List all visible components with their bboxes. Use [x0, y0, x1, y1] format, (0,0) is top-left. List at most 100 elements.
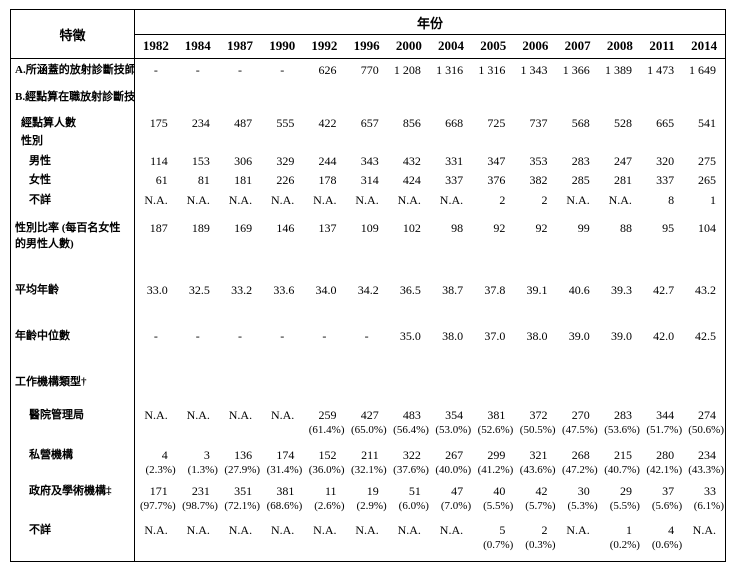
data-cell: 39.1	[514, 252, 556, 298]
data-cell	[557, 344, 599, 390]
cell-value: 231	[191, 483, 210, 498]
row-label-cell: 經點算人數	[10, 105, 135, 132]
data-cell: N.A.	[303, 188, 345, 208]
cell-value: 382	[529, 173, 548, 188]
cell-value: 329	[276, 154, 295, 169]
cell-percentage	[177, 423, 219, 438]
data-cell: 38.0	[514, 298, 556, 344]
cell-value: 737	[529, 116, 548, 131]
table-row-private-institutions: 私營機構 4 (2.3%) 3 (1.3%) 136 (27.9%) 174 (31.4%) 15…	[10, 437, 726, 478]
cell-value: 267	[445, 447, 464, 462]
data-cell: N.A.	[135, 391, 177, 438]
cell-percentage: (0.2%)	[609, 538, 640, 551]
cell-value: 169	[234, 221, 253, 236]
cell-value: 274	[698, 407, 716, 422]
cell-percentage: (5.3%)	[567, 499, 598, 512]
cell-percentage: (65.0%)	[350, 423, 387, 436]
cell-value: 281	[613, 173, 632, 188]
data-cell: 146	[261, 208, 303, 252]
data-cell: 51 (6.0%)	[388, 478, 430, 514]
data-cell: -	[135, 59, 177, 79]
data-cell: 88	[599, 208, 641, 252]
header-row-years: 1982 1984 1987 1990 1992 1996 2000 2004 2005 2006…	[11, 34, 726, 59]
table-row-sex-unknown: 不詳 N.A. N.A. N.A. N.A. N.A. N.A. N.A. N.A. 2 2 N.A.…	[10, 188, 726, 209]
data-cell: 281	[599, 169, 641, 188]
data-cell: 725	[472, 105, 514, 131]
data-cell: 47 (7.0%)	[430, 478, 472, 514]
table-row-institution-type-section: 工作機構類型†	[10, 344, 726, 391]
cell-value: -	[238, 329, 242, 344]
data-cell: 42.0	[641, 298, 683, 344]
cell-percentage: (47.2%)	[561, 463, 598, 476]
cell-value: 2	[499, 193, 506, 208]
row-label: B.經點算在職放射診斷技師	[15, 91, 135, 104]
cell-value: 171	[149, 483, 168, 498]
cell-value: 3	[203, 447, 210, 462]
data-cell: 280 (42.1%)	[641, 438, 683, 478]
data-cell: 322 (37.6%)	[388, 438, 430, 478]
year-header: 2007	[556, 34, 599, 59]
cell-value: 98	[451, 221, 464, 236]
cell-value: N.A.	[144, 407, 168, 422]
data-cell: -	[346, 298, 388, 344]
data-cell: 4 (2.3%)	[135, 438, 177, 478]
cell-value: 109	[360, 221, 379, 236]
row-label-cell: 性別比率 (每百名女性 的男性人數)	[10, 208, 135, 253]
data-cell: 33.0	[135, 252, 177, 298]
cell-value: N.A.	[270, 193, 295, 208]
data-cell	[472, 131, 514, 149]
cell-percentage	[219, 538, 261, 553]
cell-value: 19	[366, 483, 379, 498]
cell-value: 2	[541, 193, 548, 208]
data-cell: 1 (0.2%)	[599, 514, 641, 562]
data-cell: 3 (1.3%)	[177, 438, 219, 478]
cell-percentage: (36.0%)	[308, 463, 345, 476]
data-cell	[219, 131, 261, 149]
cell-value: 372	[529, 407, 548, 422]
cell-value: N.A.	[566, 193, 590, 208]
cell-value: N.A.	[439, 522, 464, 537]
cell-percentage	[388, 538, 430, 553]
data-cell: 37.8	[472, 252, 514, 298]
row-label-line2: 的男性人數)	[15, 238, 74, 251]
data-cell: 61	[135, 169, 177, 188]
cell-value: 555	[276, 116, 295, 131]
cell-value: 422	[318, 116, 337, 131]
data-cell: 152 (36.0%)	[303, 438, 345, 478]
cell-value: 38.0	[526, 329, 548, 344]
cell-value: 483	[402, 407, 421, 422]
table-row-enumerated-section: B.經點算在職放射診斷技師	[10, 78, 726, 106]
cell-value: 381	[276, 483, 295, 498]
cell-value: 1 316	[478, 63, 506, 77]
cell-value: 331	[445, 154, 464, 169]
cell-value: 34.2	[357, 283, 379, 298]
row-label-cell: 平均年齡	[10, 252, 135, 299]
cell-value: -	[322, 329, 327, 344]
cell-value: 211	[361, 447, 379, 462]
cell-percentage: (52.6%)	[477, 423, 514, 436]
cell-value: 30	[577, 483, 590, 498]
row-label-cell: B.經點算在職放射診斷技師	[10, 78, 135, 106]
data-cell	[303, 344, 345, 390]
cell-value: N.A.	[144, 193, 168, 208]
data-cell: 33 (6.1%)	[683, 478, 725, 514]
cell-value: 432	[402, 154, 421, 169]
data-cell: 1 316	[430, 59, 472, 79]
cell-value: 2	[541, 522, 548, 537]
data-cell: 187	[135, 208, 177, 252]
data-cell: 274 (50.6%)	[683, 391, 725, 438]
data-cell: 381 (68.6%)	[261, 478, 303, 514]
year-header: 1996	[345, 34, 388, 59]
year-header: 1990	[261, 34, 304, 59]
cell-percentage: (50.5%)	[519, 423, 556, 436]
cell-value: 244	[318, 154, 337, 169]
data-cell: 354 (53.0%)	[430, 391, 472, 438]
data-cell: 483 (56.4%)	[388, 391, 430, 438]
cell-value: 33.6	[273, 283, 295, 298]
table-body: A.所涵蓋的放射診斷技師* - - - - 626 770 1 208 1 316 1 316 1 …	[10, 58, 726, 562]
cell-value: 657	[360, 116, 379, 131]
row-label: 性別比率 (每百名女性	[15, 222, 121, 235]
data-cell: 344 (51.7%)	[641, 391, 683, 438]
data-cell: -	[261, 298, 303, 344]
data-cell: -	[219, 298, 261, 344]
